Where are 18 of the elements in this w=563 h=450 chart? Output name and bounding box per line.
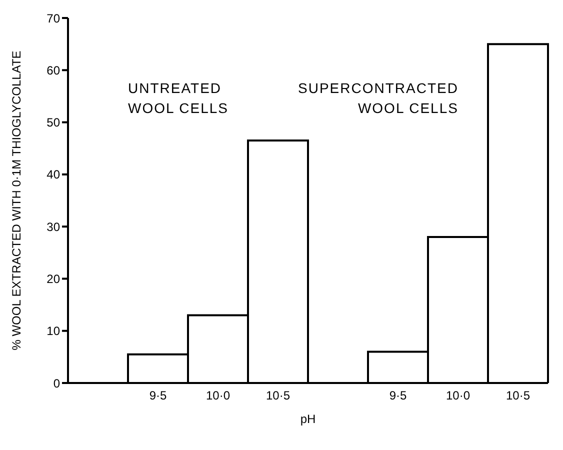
y-tick-label: 60	[46, 63, 60, 78]
annotation: UNTREATED WOOL CELLS	[128, 79, 229, 118]
x-tick-label: 10·0	[446, 388, 470, 403]
annotation: SUPERCONTRACTED WOOL CELLS	[298, 79, 458, 118]
y-tick-label: 50	[46, 116, 60, 130]
x-tick-label: 9·5	[389, 388, 407, 403]
y-tick-label: 0	[53, 376, 60, 390]
y-tick-label: 70	[46, 11, 60, 26]
x-tick-label: 10·0	[206, 388, 230, 403]
y-tick-label: 40	[46, 168, 60, 182]
x-tick-label: 10·5	[266, 388, 290, 403]
y-tick-label: 20	[46, 272, 60, 286]
x-axis-title: pH	[300, 412, 316, 426]
x-tick-label: 9·5	[149, 388, 167, 403]
y-tick-label: 30	[46, 220, 60, 234]
y-axis-title: % WOOL EXTRACTED WITH 0·1M THIOGLYCOLLATE	[9, 50, 24, 350]
x-tick-label: 10·5	[506, 388, 530, 403]
y-tick-label: 10	[46, 324, 60, 338]
